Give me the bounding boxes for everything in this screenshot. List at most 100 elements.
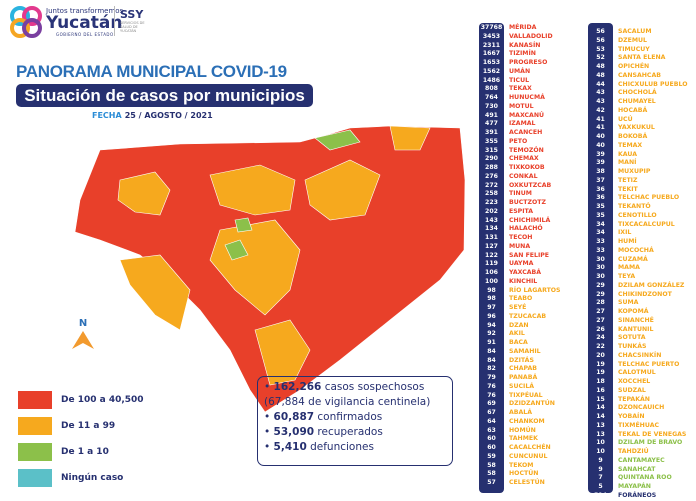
case-count: 36 [596,185,605,193]
case-count: 35 [596,211,605,219]
case-count: 288 [485,164,498,171]
stats-box: • 162,266 casos sospechosos (67,884 de v… [257,376,453,466]
stat-recuperados: • 53,090 recuperados [264,426,383,438]
case-count: 491 [485,111,498,119]
municipio-name: TEKAL DE VENEGAS [618,430,687,438]
municipio-name: CHAPAB [509,365,537,373]
municipio-name: CENOTILLO [618,211,657,219]
map-region-green [314,129,361,151]
case-count: 41 [596,115,605,123]
legend-item: De 1 a 10 [18,440,144,464]
case-count: 39 [596,150,605,158]
municipio-name: CELESTÚN [509,479,545,486]
municipio-name: BUCTZOTZ [509,199,546,206]
case-count: 33 [596,246,605,254]
municipio-name: CHACSINKÍN [618,351,662,359]
yucatan-logo [10,6,42,38]
case-count: 39 [596,159,605,167]
case-count: 53 [596,45,605,53]
case-count: 391 [485,129,498,136]
map-region-green [234,217,253,233]
case-count: 35 [596,203,605,210]
case-count: 10 [596,448,605,455]
municipio-name: CHICXULUB PUEBLO [618,80,688,88]
case-count: 315 [485,146,498,154]
case-count: 127 [485,242,498,250]
municipio-name: TEKIT [618,185,638,193]
case-count: 91 [487,339,496,346]
municipio-name: MOCOCHÁ [618,246,654,254]
municipio-name: CHIKINDZONOT [618,290,672,298]
case-count: 60 [487,444,496,451]
case-count: 97 [487,304,496,311]
case-count: 38 [596,168,605,175]
municipio-name: HOMÚN [509,426,536,434]
case-count: 119 [485,260,498,268]
north-arrow-icon [72,331,94,349]
municipio-name: SOTUTA [618,334,646,342]
case-count: 44 [596,80,605,88]
brand: Juntos transformemos Yucatán GOBIERNO DE… [46,7,124,37]
case-count: 143 [485,216,498,224]
case-count: 58 [487,461,496,469]
page-subtitle: Situación de casos por municipios [16,84,313,107]
municipio-name: ABALÁ [509,409,533,416]
case-count: 134 [485,225,498,233]
municipio-name: CHICHIMILÁ [509,216,551,224]
case-count: 79 [487,374,496,381]
municipio-name: IZAMAL [509,120,536,128]
legend: De 100 a 40,500 De 11 a 99 De 1 a 10 Ningún… [18,388,144,492]
municipio-name: DZILAM GONZÁLEZ [618,281,685,289]
ssy-subtitle: SERVICIOS DE SALUD DE YUCATÁN [120,21,145,33]
municipio-name: CHOCHOLÁ [618,89,657,97]
case-count: 27 [596,308,605,315]
case-count: 57 [487,479,496,486]
municipio-name: DZILAM DE BRAVO [618,439,683,447]
case-count: 29 [596,281,605,289]
date: FECHA 25 / AGOSTO / 2021 [92,111,213,120]
municipio-name: TIZIMÍN [509,50,536,58]
case-count: 96 [487,312,496,320]
legend-item: De 100 a 40,500 [18,388,144,412]
municipio-name: TZUCACAB [509,312,547,320]
case-count: 76 [487,391,496,399]
case-count: 76 [487,382,496,390]
municipio-name: KINCHIL [509,277,538,285]
case-count: 69 [487,400,496,408]
municipio-name: TEKOM [509,461,534,469]
municipio-name: DZEMUL [618,36,647,44]
municipio-name: KANTUNIL [618,325,654,333]
case-count: 28 [596,299,605,307]
case-count: 14 [596,413,605,420]
municipio-name: OXKUTZCAB [509,181,552,189]
municipio-name: MÉRIDA [509,24,537,31]
municipio-name: TIXPÉUAL [509,391,543,399]
municipio-name: PETO [509,137,528,145]
municipio-name: ACANCEH [509,129,543,136]
municipio-name: HOCTÚN [509,470,539,478]
municipio-name: IXIL [618,229,632,237]
map-region-orange [254,319,311,386]
case-count: 15 [596,395,605,403]
case-count: 67 [487,409,496,416]
municipio-name: OPICHÉN [618,63,650,70]
case-count: 30 [596,273,605,280]
municipio-name: TEABO [509,295,533,303]
municipio-name: TEYA [618,273,636,280]
case-count: 9 [598,456,603,464]
municipio-name: TIXKOKOB [509,164,545,171]
municipio-name: CACALCHÉN [509,444,551,451]
case-count: 94 [487,321,496,329]
case-count: 84 [487,356,496,364]
case-count: 764 [485,94,498,101]
case-count: 514 [594,491,607,499]
municipio-name: MAYAPÁN [618,483,651,490]
municipio-name: UAYMA [509,260,534,268]
case-count: 24 [596,334,605,342]
municipio-name: SUDZAL [618,386,646,394]
municipio-name: UMÁN [509,67,531,75]
case-count: 276 [485,172,498,180]
case-count: 730 [485,102,498,110]
municipio-name: MOTUL [509,102,534,110]
case-count: 22 [596,343,605,350]
